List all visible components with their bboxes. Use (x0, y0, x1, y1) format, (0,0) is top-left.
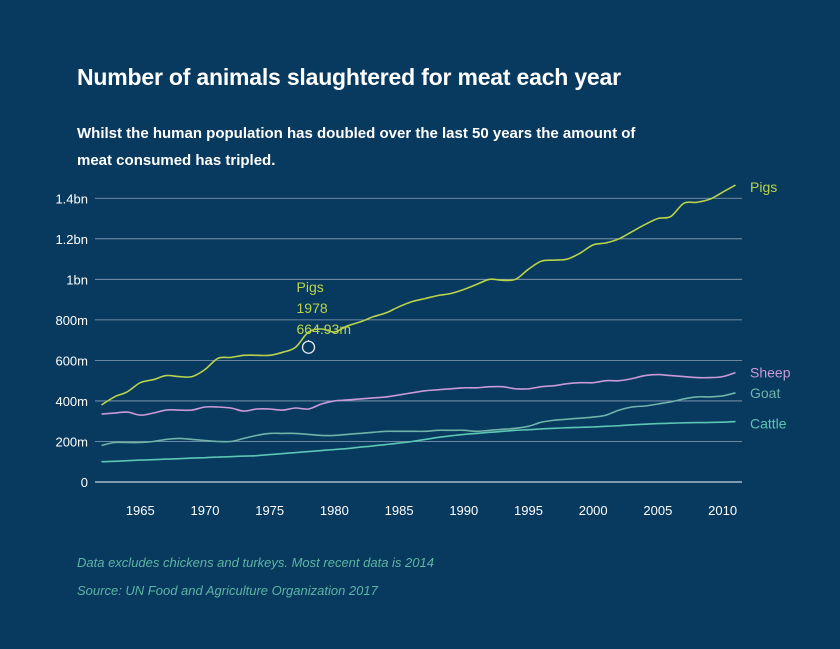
x-tick-label: 2000 (579, 503, 608, 518)
y-tick-label: 400m (55, 394, 88, 409)
y-tick-label: 200m (55, 434, 88, 449)
footnote-note: Data excludes chickens and turkeys. Most… (77, 555, 434, 570)
x-tick-label: 2010 (708, 503, 737, 518)
footnote-source: Source: UN Food and Agriculture Organiza… (77, 583, 378, 598)
series-line-cattle (101, 420, 736, 463)
annotation-marker (301, 340, 316, 354)
series-lines (101, 184, 736, 463)
x-tick-label: 1985 (385, 503, 414, 518)
chart-title: Number of animals slaughtered for meat e… (77, 64, 621, 90)
x-tick-label: 1990 (449, 503, 478, 518)
series-line-goat (101, 392, 736, 447)
y-tick-label: 1.4bn (55, 191, 88, 206)
x-tick-label: 1995 (514, 503, 543, 518)
x-tick-label: 2005 (643, 503, 672, 518)
chart-subtitle: Whilst the human population has doubled … (77, 125, 636, 169)
x-tick-label: 1970 (191, 503, 220, 518)
series-line-pigs (101, 184, 736, 406)
x-tick-label: 1980 (320, 503, 349, 518)
series-labels: Pigs Sheep Goat Cattle (750, 179, 791, 432)
series-label-goat: Goat (750, 385, 780, 401)
y-tick-label: 800m (55, 313, 88, 328)
y-tick-label: 1.2bn (55, 232, 88, 247)
series-label-cattle: Cattle (750, 416, 787, 432)
x-tick-label: 1975 (255, 503, 284, 518)
annotation-value: 664.93m (297, 321, 351, 337)
y-axis-ticks: 0 200m 400m 600m 800m 1bn 1.2bn 1.4bn (55, 191, 88, 490)
x-tick-label: 1965 (126, 503, 155, 518)
y-tick-label: 0 (81, 475, 88, 490)
series-label-pigs: Pigs (750, 179, 777, 195)
series-label-sheep: Sheep (750, 365, 791, 381)
y-tick-label: 1bn (66, 272, 88, 287)
x-axis-ticks: 1965 1970 1975 1980 1985 1990 1995 2000 2005 2010 (126, 503, 737, 518)
grid-lines (95, 197, 742, 483)
series-line-sheep (101, 371, 736, 416)
y-tick-label: 600m (55, 353, 88, 368)
annotation-series: Pigs (297, 279, 324, 295)
annotation-year: 1978 (297, 300, 328, 316)
tooltip-annotation: Pigs 1978 664.93m (297, 279, 351, 354)
